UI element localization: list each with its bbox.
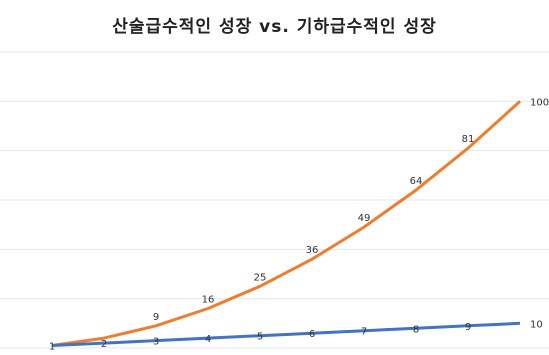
data-label-1-5: 6 — [309, 329, 315, 340]
data-label-1-2: 3 — [153, 337, 159, 348]
data-label-0-8: 81 — [462, 134, 475, 145]
data-label-1-1: 2 — [101, 339, 107, 350]
data-label-0-7: 64 — [410, 176, 423, 187]
data-label-0-6: 49 — [358, 213, 371, 224]
data-label-1-7: 8 — [413, 324, 419, 335]
data-label-0-5: 36 — [306, 245, 319, 256]
data-label-0-3: 16 — [202, 295, 215, 306]
series-line-0 — [51, 100, 522, 347]
data-label-1-9: 10 — [530, 319, 543, 330]
data-label-0-2: 9 — [153, 312, 159, 323]
data-label-0-9: 100 — [530, 97, 549, 108]
series-line-1 — [51, 321, 521, 347]
chart-title: 산술급수적인 성장 vs. 기하급수적인 성장 — [112, 17, 437, 37]
data-label-1-8: 9 — [465, 322, 471, 333]
data-label-1-4: 5 — [257, 332, 263, 343]
data-label-1-0: 1 — [49, 342, 55, 353]
data-label-1-3: 4 — [205, 334, 211, 345]
data-label-1-6: 7 — [361, 327, 367, 338]
data-label-0-4: 25 — [254, 272, 267, 283]
